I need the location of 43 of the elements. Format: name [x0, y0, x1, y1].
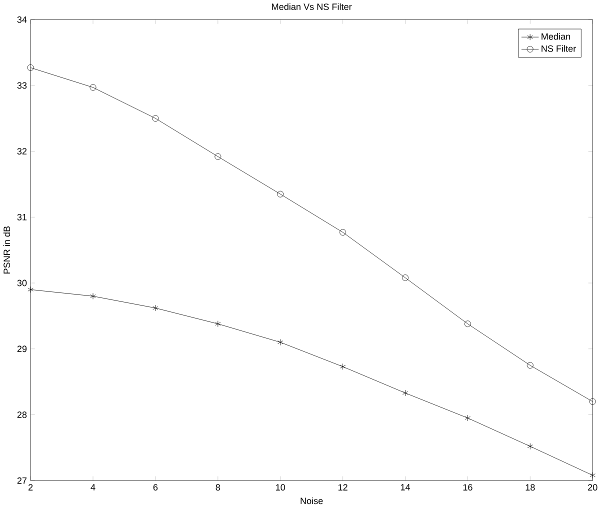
x-tick-label: 16 — [463, 484, 472, 490]
y-tick-label: 31 — [17, 214, 27, 220]
point — [402, 274, 408, 281]
point — [215, 320, 221, 327]
y-tick-label: 34 — [17, 16, 27, 23]
x-tick-label: 2 — [28, 484, 33, 490]
point — [28, 286, 34, 293]
point — [464, 414, 471, 422]
chart-title: Median Vs NS Filter — [272, 3, 352, 10]
y-tick-label: 29 — [17, 345, 27, 352]
point — [589, 398, 596, 405]
point — [90, 84, 96, 90]
x-tick-label: 4 — [90, 484, 96, 490]
legend-label: NS Filter — [542, 44, 576, 52]
x-tick-label: 18 — [526, 484, 535, 490]
point — [152, 304, 158, 312]
point — [340, 228, 346, 236]
y-axis-title: PSNR in dB — [3, 226, 10, 274]
point — [277, 190, 284, 198]
x-tick-label: 8 — [216, 484, 220, 490]
point — [340, 363, 346, 370]
point — [90, 292, 96, 300]
x-tick-label: 14 — [400, 484, 410, 490]
y-tick-label: 32 — [17, 148, 27, 154]
point — [464, 320, 471, 327]
x-tick-label: 12 — [338, 484, 348, 490]
y-tick-label: 28 — [17, 411, 27, 418]
x-tick-label: 6 — [153, 484, 158, 490]
y-tick-label: 33 — [17, 82, 27, 88]
x-tick-label: 20 — [588, 484, 598, 490]
y-tick-label: 27 — [17, 477, 27, 484]
point — [278, 338, 284, 346]
legend-label: Median — [542, 32, 570, 40]
point — [590, 472, 596, 478]
x-tick-label: 10 — [276, 484, 286, 490]
point — [402, 390, 408, 396]
point — [526, 362, 534, 368]
point — [527, 442, 533, 450]
point — [27, 64, 34, 71]
y-tick-label: 30 — [17, 280, 27, 286]
point — [152, 114, 159, 122]
x-axis-title: Noise — [300, 497, 323, 504]
point — [214, 153, 222, 160]
